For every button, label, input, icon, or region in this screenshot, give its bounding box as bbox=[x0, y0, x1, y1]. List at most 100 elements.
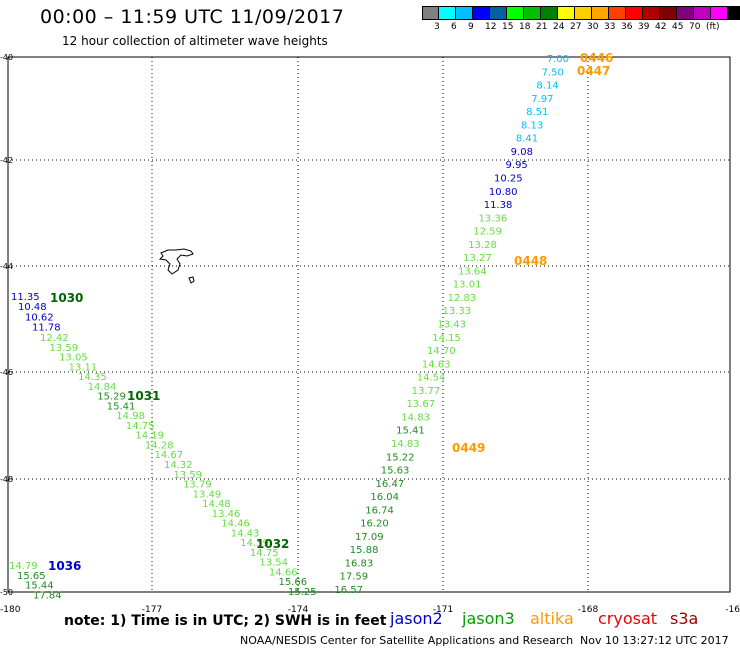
color-scale-swatch bbox=[558, 6, 575, 20]
wave-height-label: 17.84 bbox=[33, 590, 62, 601]
wave-height-labels: 11.3510.4810.6211.7812.4213.5913.0513.11… bbox=[9, 51, 613, 601]
chatham-island-main bbox=[158, 248, 194, 275]
wave-height-label: 13.59 bbox=[50, 343, 79, 354]
color-scale-swatch bbox=[711, 6, 728, 20]
footnote: note: 1) Time is in UTC; 2) SWH is in fe… bbox=[64, 613, 387, 629]
wave-height-label: 14.84 bbox=[88, 382, 117, 393]
pass-time-label: 0448 bbox=[514, 254, 547, 268]
wave-height-label: 14.19 bbox=[135, 431, 164, 442]
color-scale-label: 18 bbox=[519, 22, 531, 32]
wave-height-label: 14.98 bbox=[116, 411, 145, 422]
wave-height-label: 15.22 bbox=[386, 452, 415, 463]
wave-height-label: 16.74 bbox=[365, 505, 394, 516]
color-scale-label: 24 bbox=[553, 22, 565, 32]
wave-height-label: 7.97 bbox=[531, 94, 553, 105]
wave-height-label: 14.66 bbox=[269, 567, 298, 578]
credit-line: NOAA/NESDIS Center for Satellite Applica… bbox=[240, 634, 574, 647]
wave-height-label: 8.51 bbox=[526, 107, 548, 118]
satellite-name-jason2: jason2 bbox=[390, 609, 443, 628]
lat-tick-label: -50 bbox=[0, 588, 13, 597]
color-scale-swatch bbox=[660, 6, 677, 20]
color-scale-swatch bbox=[507, 6, 524, 20]
color-scale-label: 3 bbox=[434, 22, 440, 32]
color-scale-swatch bbox=[439, 6, 456, 20]
wave-height-label: 10.25 bbox=[494, 173, 523, 184]
color-scale-swatch bbox=[626, 6, 643, 20]
lon-tick-label: -171 bbox=[433, 605, 453, 615]
wave-height-label: 13.59 bbox=[174, 470, 203, 481]
color-scale-label: 15 bbox=[502, 22, 514, 32]
satellite-name-altika: altika bbox=[530, 609, 574, 628]
map-border bbox=[7, 56, 731, 593]
wave-height-label: 13.33 bbox=[443, 306, 472, 317]
color-scale-label: 12 bbox=[485, 22, 497, 32]
wave-height-label: 13.49 bbox=[193, 489, 222, 500]
wave-height-label: 12.83 bbox=[448, 293, 477, 304]
wave-height-label: 15.88 bbox=[350, 545, 379, 556]
lat-tick-label: -42 bbox=[0, 156, 13, 165]
color-scale-swatch bbox=[541, 6, 558, 20]
wave-height-label: 15.25 bbox=[288, 587, 317, 598]
wave-height-label: 16.47 bbox=[376, 479, 405, 490]
wave-height-label: 13.67 bbox=[406, 399, 435, 410]
wave-height-label: 14.75 bbox=[126, 421, 155, 432]
pass-time-label: 1030 bbox=[50, 291, 83, 305]
wave-height-label: 12.42 bbox=[40, 333, 69, 344]
color-scale-label: 36 bbox=[621, 22, 633, 32]
color-scale-swatch bbox=[609, 6, 626, 20]
wave-height-label: 10.62 bbox=[25, 312, 54, 323]
wave-height-label: 11.35 bbox=[11, 292, 40, 303]
wave-height-label: 14.83 bbox=[401, 412, 430, 423]
page-subtitle: 12 hour collection of altimeter wave hei… bbox=[62, 34, 328, 48]
wave-height-label: 11.38 bbox=[484, 200, 513, 211]
lon-tick-label: -174 bbox=[288, 605, 309, 615]
wave-height-label: 10.80 bbox=[489, 187, 518, 198]
wave-height-label: 13.27 bbox=[463, 253, 492, 264]
lat-tick-label: -48 bbox=[0, 475, 13, 484]
wave-height-label: 14.46 bbox=[221, 519, 250, 530]
wave-height-label: 15.63 bbox=[381, 466, 410, 477]
chatham-islands-outline bbox=[158, 248, 195, 284]
color-scale-label: 30 bbox=[587, 22, 599, 32]
wave-height-label: 13.64 bbox=[458, 266, 487, 277]
wave-height-label: 8.13 bbox=[521, 120, 543, 131]
wave-height-label: 14.32 bbox=[164, 460, 193, 471]
pass-time-label: 1032 bbox=[256, 537, 289, 551]
wave-height-label: 14.59 bbox=[240, 538, 269, 549]
color-scale-label: 9 bbox=[468, 22, 474, 32]
color-scale-swatch bbox=[643, 6, 660, 20]
color-scale-label: 45 bbox=[672, 22, 684, 32]
wave-height-label: 9.08 bbox=[511, 147, 533, 158]
color-scale-swatch bbox=[575, 6, 592, 20]
wave-height-label: 17.09 bbox=[355, 532, 384, 543]
lon-tick-label: -168 bbox=[578, 605, 599, 615]
color-scale-label: 39 bbox=[638, 22, 650, 32]
wave-height-label: 16.57 bbox=[334, 585, 363, 596]
wave-height-label: 10.48 bbox=[18, 302, 47, 313]
color-scale-swatch bbox=[677, 6, 694, 20]
page-title: 00:00 – 11:59 UTC 11/09/2017 bbox=[40, 6, 345, 28]
color-scale-swatch bbox=[490, 6, 507, 20]
lon-tick-label: -177 bbox=[142, 605, 162, 615]
pass-time-label: 0449 bbox=[452, 441, 485, 455]
wave-height-label: 16.04 bbox=[370, 492, 399, 503]
wave-height-label: 16.83 bbox=[345, 558, 374, 569]
wave-height-label: 13.11 bbox=[69, 362, 98, 373]
wave-height-label: 15.41 bbox=[107, 401, 136, 412]
wave-height-label: 15.44 bbox=[25, 581, 54, 592]
satellite-name-s3a: s3a bbox=[670, 609, 699, 628]
wave-height-label: 15.41 bbox=[396, 426, 425, 437]
wave-height-label: 14.15 bbox=[432, 333, 461, 344]
color-scale-swatch bbox=[456, 6, 473, 20]
color-scale-swatch bbox=[694, 6, 711, 20]
wave-height-label: 14.63 bbox=[422, 359, 451, 370]
wave-height-label: 12.59 bbox=[473, 227, 502, 238]
wave-height-label: 13.05 bbox=[59, 353, 88, 364]
color-scale-swatch bbox=[728, 6, 740, 20]
map-grid bbox=[7, 56, 731, 593]
wave-height-label: 14.48 bbox=[202, 499, 231, 510]
wave-height-label: 14.75 bbox=[250, 548, 279, 559]
wave-height-label: 13.77 bbox=[412, 386, 441, 397]
color-scale-swatch bbox=[524, 6, 541, 20]
wave-height-label: 14.43 bbox=[231, 528, 260, 539]
